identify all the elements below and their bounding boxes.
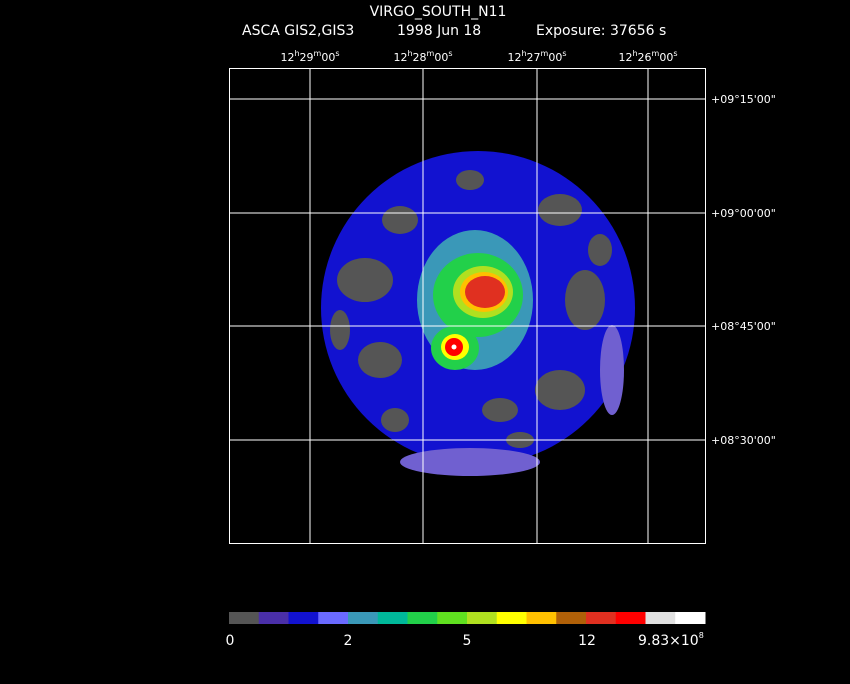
frame [229,68,706,544]
colorbar-swatch [288,612,319,624]
ra-unit: s [448,49,452,58]
mantissa: 9.83×10 [638,633,699,649]
ra-value: 00 [434,51,448,64]
ra-value: 27 [527,51,541,64]
ra-unit: h [632,49,637,58]
colorbar [229,612,706,624]
colorbar-swatch [348,612,379,624]
image [321,151,635,476]
colorbar-swatch [496,612,527,624]
emission [465,276,505,308]
colorbar-label: 5 [463,633,472,649]
ra-value: 00 [548,51,562,64]
date: 1998 Jun 18 [397,23,481,39]
ra-value: 29 [300,51,314,64]
colorbar-max-label: 9.83×108 [638,631,704,649]
ra-value: 12 [507,51,521,64]
ra-value: 00 [321,51,335,64]
ra-unit: h [521,49,526,58]
colorbar-swatch [526,612,557,624]
ra-label: 12h26m00s [618,49,677,64]
colorbar-swatch [437,612,468,624]
colorbar-swatch [318,612,349,624]
colorbar-swatch [258,612,289,624]
colorbar-label: 12 [578,633,596,649]
colorbar-swatch [645,612,676,624]
dec-label: +09°15'00" [711,93,776,106]
title: VIRGO_SOUTH_N11 [370,4,507,20]
ra-value: 12 [618,51,632,64]
colorbar-swatch [467,612,498,624]
colorbar-swatch [407,612,438,624]
field-edge [400,448,540,476]
colorbar-swatch [229,612,260,624]
ra-unit: s [562,49,566,58]
dec-label: +08°30'00" [711,434,776,447]
ra-unit: h [407,49,412,58]
ra-unit: m [652,49,660,58]
ra-unit: h [294,49,299,58]
instrument: ASCA GIS2,GIS3 [242,23,354,39]
coordinate-grid [229,68,706,544]
colorbar-swatch [377,612,408,624]
ra-value: 28 [413,51,427,64]
exponent: 8 [699,631,704,640]
colorbar-swatch [556,612,587,624]
exposure: Exposure: 37656 s [536,23,666,39]
emission [451,344,457,350]
ra-unit: s [335,49,339,58]
colorbar-swatch [615,612,646,624]
field-edge [600,325,624,415]
colorbar-label: 2 [344,633,353,649]
ra-label: 12h29m00s [280,49,339,64]
ra-value: 00 [659,51,673,64]
dec-label: +08°45'00" [711,320,776,333]
ra-labels: 12h29m00s 12h28m00s 12h27m00s 12h26m00s [280,49,677,64]
dec-label: +09°00'00" [711,207,776,220]
ra-value: 26 [638,51,652,64]
dec-labels: +09°15'00" +09°00'00" +08°45'00" +08°30'… [711,93,776,447]
ra-label: 12h27m00s [507,49,566,64]
ra-unit: m [541,49,549,58]
ra-unit: s [673,49,677,58]
ra-label: 12h28m00s [393,49,452,64]
ra-value: 12 [393,51,407,64]
colorbar-swatch [675,612,706,624]
background-noise [330,170,612,448]
ra-value: 12 [280,51,294,64]
colorbar-label: 0 [226,633,235,649]
ra-unit: m [314,49,322,58]
colorbar-swatch [586,612,617,624]
ra-unit: m [427,49,435,58]
